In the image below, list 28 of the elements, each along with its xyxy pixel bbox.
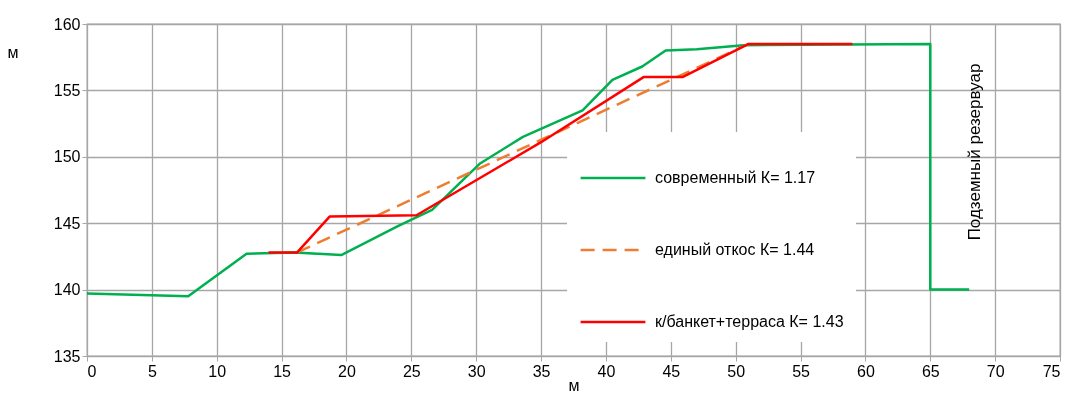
x-tick-label: 20 <box>338 362 356 380</box>
legend-label: к/банкет+терраса К= 1.43 <box>655 313 844 330</box>
x-tick-label: 30 <box>467 362 486 380</box>
x-tick-label: 75 <box>1042 362 1061 380</box>
x-tick-label: 45 <box>662 362 681 380</box>
y-tick-label: 155 <box>53 81 81 99</box>
y-tick-label: 145 <box>53 214 81 232</box>
x-tick-label: 60 <box>857 362 875 380</box>
y-tick-label: 150 <box>53 148 81 166</box>
y-tick-label: 140 <box>53 281 81 299</box>
x-tick-label: 70 <box>986 362 1005 380</box>
x-tick-label: 40 <box>597 362 616 380</box>
x-axis-title: м <box>568 376 580 394</box>
x-tick-label: 55 <box>792 362 811 380</box>
annotation: Подземный резервуар <box>965 63 984 241</box>
x-tick-label: 0 <box>87 362 97 380</box>
x-tick-label: 15 <box>273 362 292 380</box>
x-tick-label: 35 <box>532 362 551 380</box>
y-tick-label: 160 <box>53 15 81 33</box>
x-tick-label: 10 <box>208 362 227 380</box>
y-axis-title: м <box>7 43 19 61</box>
legend-label: единый откос К= 1.44 <box>655 241 815 258</box>
x-tick-label: 25 <box>402 362 421 380</box>
y-tick-label: 135 <box>53 347 81 365</box>
x-tick-label: 5 <box>147 362 157 380</box>
x-tick-label: 50 <box>727 362 746 380</box>
x-tick-label: 65 <box>921 362 940 380</box>
legend-label: современный К= 1.17 <box>655 169 816 186</box>
